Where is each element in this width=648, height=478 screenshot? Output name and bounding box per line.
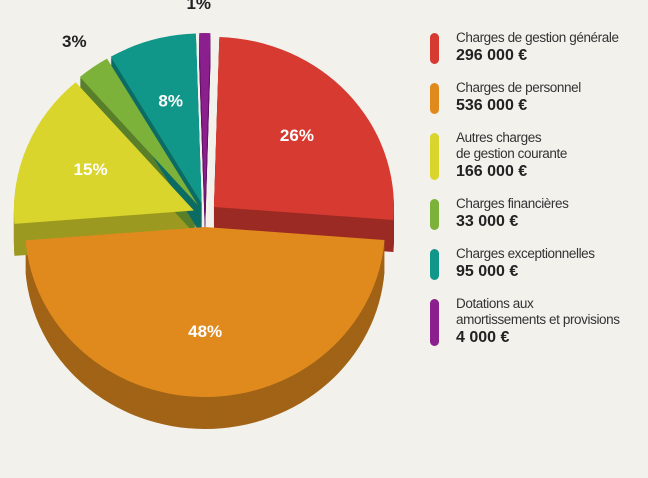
legend-amount: 536 000 € — [456, 97, 528, 114]
slice — [199, 33, 211, 204]
legend-amount: 166 000 € — [456, 163, 528, 180]
legend-amount: 296 000 € — [456, 47, 528, 64]
legend-label: Charges exceptionnelles — [456, 246, 595, 261]
legend-amount: 95 000 € — [456, 263, 519, 280]
legend-swatch — [430, 249, 439, 280]
legend-label: Autres charges de gestion courante — [456, 130, 567, 161]
slice-label: 3% — [62, 32, 87, 51]
legend-item: Charges de gestion générale 296 000 € — [430, 30, 648, 66]
legend-label: Dotations aux amortissements et provisio… — [456, 296, 620, 327]
pie-tops: 26% 48% 15% 3% 8% 1% — [13, 0, 394, 397]
slice — [79, 58, 198, 206]
pie-chart: 26% 48% 15% 3% 8% 1% — [13, 0, 394, 429]
legend-label: Charges de personnel — [456, 80, 581, 95]
legend-amount: 33 000 € — [456, 213, 519, 230]
slice — [213, 37, 394, 220]
slice-label: 15% — [74, 160, 108, 179]
legend-swatch — [430, 33, 439, 64]
legend-item: Charges de personnel 536 000 € — [430, 80, 648, 116]
legend-label: Charges de gestion générale — [456, 30, 619, 45]
legend-label: Charges financières — [456, 196, 569, 211]
legend-swatch — [430, 83, 439, 114]
legend-item: Autres charges de gestion courante 166 00… — [430, 130, 648, 182]
legend-item: Charges financières 33 000 € — [430, 196, 648, 232]
legend-item: Dotations aux amortissements et provisio… — [430, 296, 648, 348]
legend-swatch — [430, 199, 439, 230]
slice — [25, 227, 385, 397]
legend-swatch — [430, 133, 439, 180]
legend-item: Charges exceptionnelles 95 000 € — [430, 246, 648, 282]
legend-amount: 4 000 € — [456, 329, 510, 346]
slice-label: 1% — [186, 0, 211, 13]
slice — [110, 33, 202, 204]
legend: Charges de gestion générale 296 000 € Char… — [430, 30, 648, 362]
slice-label: 26% — [280, 126, 314, 145]
slice-label: 48% — [188, 322, 222, 341]
legend-swatch — [430, 299, 439, 346]
slice-label: 8% — [158, 92, 183, 111]
slice — [13, 82, 194, 224]
